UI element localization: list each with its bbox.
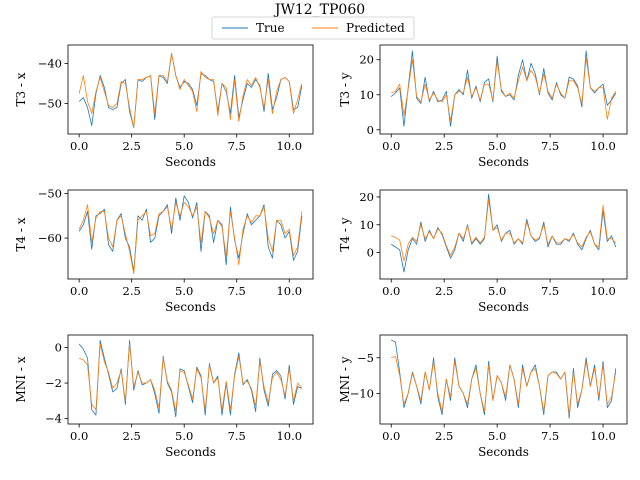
subplot-3: 0.0 2.5 5.0 7.5 10.0 0 10 20 Seconds T4 - y [338, 189, 628, 314]
y-axis-label: MNI - x [14, 356, 28, 402]
series-line-true [78, 339, 303, 418]
x-axis-label: Seconds [478, 445, 529, 459]
subplot-2: 0.0 2.5 5.0 7.5 10.0 −60 −50 Seconds T4 - x [14, 187, 314, 314]
x-axis-label: Seconds [165, 155, 216, 169]
legend-label-0: True [256, 21, 285, 35]
subplot-4: 0.0 2.5 5.0 7.5 10.0 −4 −2 0 Seconds MNI - x [14, 334, 314, 459]
series-line-predicted [391, 199, 617, 262]
x-tick-label: 10.0 [276, 139, 302, 153]
figure-title: JW12_TP060 [273, 2, 365, 18]
y-axis-label: T4 - x [14, 217, 28, 251]
x-axis-label: Seconds [165, 445, 216, 459]
x-axis-label: Seconds [478, 300, 529, 314]
y-tick-label: −40 [38, 56, 62, 70]
series-line-true [391, 339, 617, 419]
series-line-predicted [391, 57, 617, 122]
series-line-predicted [391, 355, 617, 416]
axes-frame [379, 189, 628, 280]
series-line-predicted [78, 53, 303, 128]
axes-frame [67, 334, 314, 425]
series-line-predicted [78, 343, 303, 412]
x-tick-label: 7.5 [228, 284, 246, 298]
series-line-true [78, 53, 303, 128]
y-tick-label: −2 [45, 376, 62, 390]
x-tick-label: 7.5 [228, 139, 246, 153]
y-axis-label: MNI - y [338, 356, 352, 402]
y-tick-label: −5 [357, 351, 374, 365]
y-tick-label: −10 [350, 386, 374, 400]
x-tick-label: 5.0 [488, 139, 506, 153]
subplot-0: 0.0 2.5 5.0 7.5 10.0 −50 −40 Seconds T3 - x [14, 44, 314, 169]
x-axis-label: Seconds [165, 300, 216, 314]
x-tick-label: 7.5 [541, 139, 559, 153]
x-tick-label: 0.0 [382, 284, 400, 298]
y-tick-label: 10 [359, 218, 374, 232]
y-axis-label: T3 - x [14, 72, 28, 106]
axes-frame [379, 44, 628, 135]
y-axis-label: T3 - y [338, 72, 352, 106]
y-tick-label: 0 [367, 246, 374, 260]
x-tick-label: 5.0 [175, 429, 193, 443]
y-tick-label: 0 [55, 340, 62, 354]
x-tick-label: 0.0 [70, 284, 88, 298]
axes-frame [379, 334, 628, 425]
x-tick-label: 10.0 [590, 139, 616, 153]
x-tick-label: 2.5 [123, 139, 141, 153]
subplot-1: 0.0 2.5 5.0 7.5 10.0 0 10 20 Seconds T3 - y [338, 44, 628, 169]
y-tick-label: −50 [38, 97, 62, 111]
x-tick-label: 2.5 [435, 284, 453, 298]
subplot-5: 0.0 2.5 5.0 7.5 10.0 −10 −5 Seconds MNI - y [338, 334, 628, 459]
legend: True Predicted [211, 16, 415, 40]
x-tick-label: 5.0 [175, 284, 193, 298]
axes-frame [67, 44, 314, 135]
y-axis-label: T4 - y [338, 217, 352, 251]
x-tick-label: 10.0 [590, 284, 616, 298]
x-tick-label: 10.0 [276, 284, 302, 298]
series-line-true [390, 50, 617, 127]
x-tick-label: 5.0 [488, 429, 506, 443]
legend-label-1: Predicted [346, 21, 405, 35]
y-tick-label: 10 [359, 88, 374, 102]
y-tick-label: 20 [359, 53, 374, 67]
series-line-predicted [78, 202, 303, 275]
y-tick-label: −4 [45, 412, 62, 426]
x-tick-label: 10.0 [590, 429, 616, 443]
x-tick-label: 7.5 [541, 429, 559, 443]
y-tick-label: −50 [38, 187, 62, 201]
x-tick-label: 0.0 [382, 429, 400, 443]
x-tick-label: 2.5 [435, 139, 453, 153]
series-line-true [391, 193, 617, 273]
x-tick-label: 7.5 [541, 284, 559, 298]
x-tick-label: 5.0 [488, 284, 506, 298]
series-line-true [78, 195, 303, 272]
x-tick-label: 0.0 [70, 429, 88, 443]
y-tick-label: 0 [367, 123, 374, 137]
x-tick-label: 0.0 [382, 139, 400, 153]
axes-frame [67, 189, 314, 280]
x-tick-label: 7.5 [228, 429, 246, 443]
y-tick-label: −60 [38, 231, 62, 245]
x-tick-label: 0.0 [70, 139, 88, 153]
x-tick-label: 2.5 [435, 429, 453, 443]
x-tick-label: 2.5 [123, 284, 141, 298]
x-axis-label: Seconds [478, 155, 529, 169]
y-tick-label: 20 [359, 190, 374, 204]
x-tick-label: 5.0 [175, 139, 193, 153]
x-tick-label: 2.5 [123, 429, 141, 443]
x-tick-label: 10.0 [276, 429, 302, 443]
